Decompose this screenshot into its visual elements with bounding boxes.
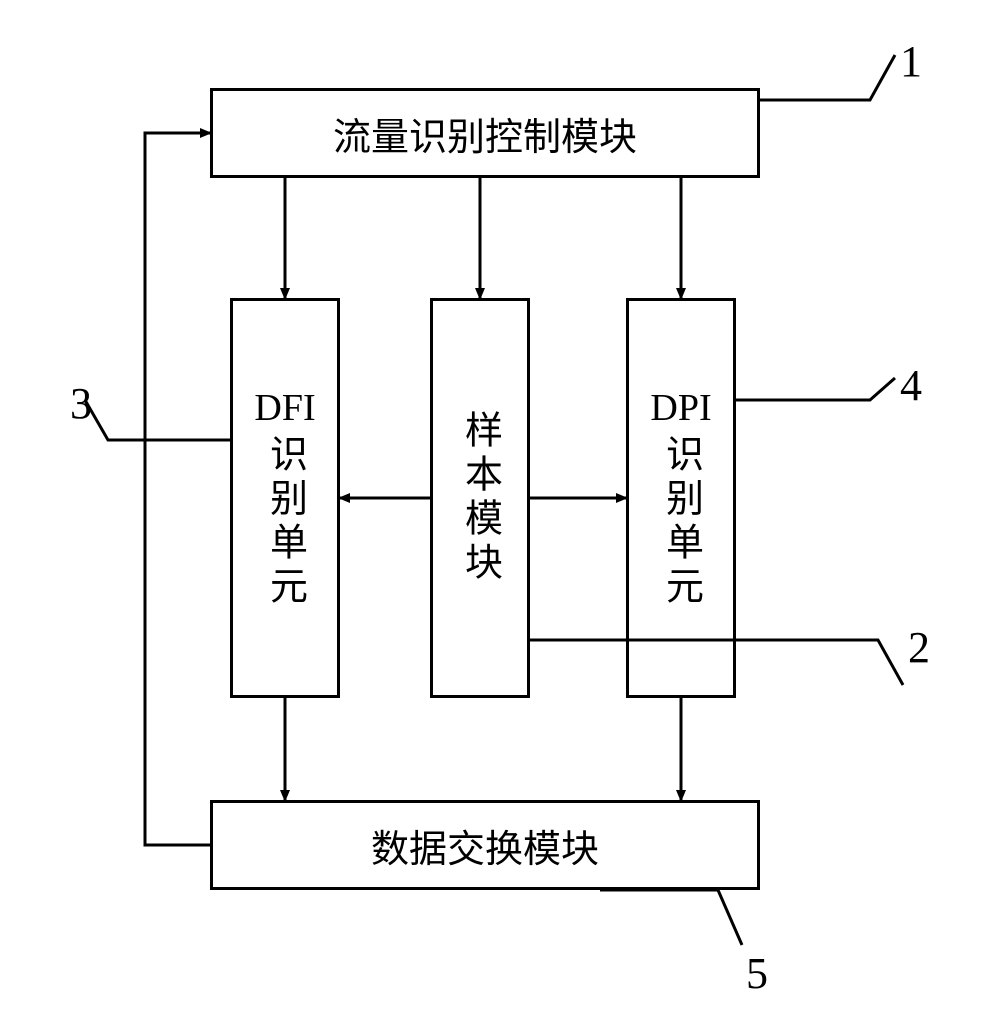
sample-module-box: 样本模块	[430, 298, 530, 698]
label-1: 1	[900, 36, 922, 87]
dfi-unit-text: DFI 识别单元	[254, 386, 315, 610]
flow-control-module-box: 流量识别控制模块	[210, 88, 760, 178]
sample-module-text: 样本模块	[453, 410, 508, 586]
flow-control-module-text: 流量识别控制模块	[333, 106, 637, 161]
label-5: 5	[746, 948, 768, 999]
label-2: 2	[908, 622, 930, 673]
label-4: 4	[900, 360, 922, 411]
label-3: 3	[70, 378, 92, 429]
dpi-unit-box: DPI 识别单元	[626, 298, 736, 698]
dfi-unit-box: DFI 识别单元	[230, 298, 340, 698]
data-exchange-module-box: 数据交换模块	[210, 800, 760, 890]
dfi-latin: DFI	[254, 386, 315, 430]
data-exchange-module-text: 数据交换模块	[371, 818, 599, 873]
dpi-cjk: 识别单元	[653, 434, 708, 610]
dpi-unit-text: DPI 识别单元	[650, 386, 711, 610]
dpi-latin: DPI	[650, 386, 711, 430]
dfi-cjk: 识别单元	[257, 434, 312, 610]
